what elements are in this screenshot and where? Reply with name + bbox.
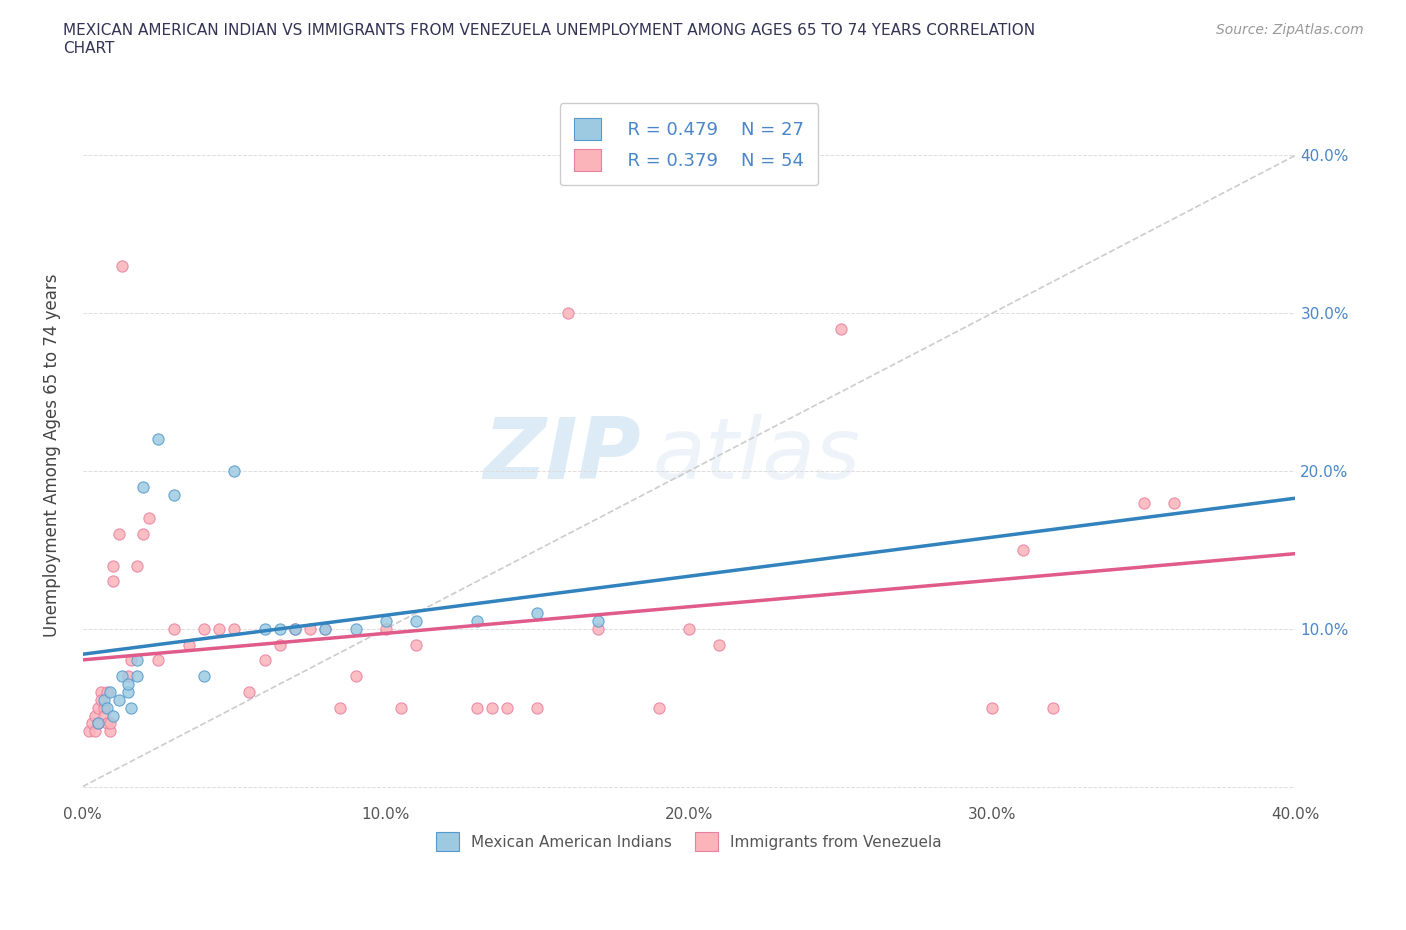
- Point: [284, 621, 307, 636]
- Point: [162, 487, 184, 502]
- Text: Source: ZipAtlas.com: Source: ZipAtlas.com: [1216, 23, 1364, 37]
- Point: [253, 653, 276, 668]
- Point: [117, 669, 139, 684]
- Point: [405, 614, 427, 629]
- Point: [344, 669, 367, 684]
- Point: [120, 653, 142, 668]
- Point: [127, 558, 149, 573]
- Point: [374, 614, 396, 629]
- Point: [177, 637, 200, 652]
- Point: [80, 716, 103, 731]
- Point: [111, 259, 134, 273]
- Point: [314, 621, 336, 636]
- Point: [83, 724, 105, 738]
- Point: [526, 700, 548, 715]
- Point: [127, 669, 149, 684]
- Point: [465, 700, 488, 715]
- Point: [830, 322, 852, 337]
- Point: [1163, 495, 1185, 510]
- Text: ZIP: ZIP: [482, 414, 641, 497]
- Point: [224, 621, 246, 636]
- Point: [193, 669, 215, 684]
- Point: [648, 700, 671, 715]
- Legend: Mexican American Indians, Immigrants from Venezuela: Mexican American Indians, Immigrants fro…: [430, 827, 948, 857]
- Point: [1011, 542, 1033, 557]
- Point: [269, 621, 291, 636]
- Point: [90, 692, 112, 707]
- Point: [101, 708, 124, 723]
- Point: [208, 621, 231, 636]
- Point: [496, 700, 519, 715]
- Text: MEXICAN AMERICAN INDIAN VS IMMIGRANTS FROM VENEZUELA UNEMPLOYMENT AMONG AGES 65 : MEXICAN AMERICAN INDIAN VS IMMIGRANTS FR…: [63, 23, 1035, 56]
- Point: [127, 653, 149, 668]
- Point: [678, 621, 700, 636]
- Point: [132, 479, 155, 494]
- Point: [253, 621, 276, 636]
- Point: [586, 614, 609, 629]
- Point: [101, 574, 124, 589]
- Point: [117, 684, 139, 699]
- Point: [96, 684, 118, 699]
- Point: [314, 621, 336, 636]
- Point: [193, 621, 215, 636]
- Point: [90, 684, 112, 699]
- Point: [465, 614, 488, 629]
- Point: [120, 700, 142, 715]
- Point: [344, 621, 367, 636]
- Point: [108, 526, 131, 541]
- Point: [87, 716, 110, 731]
- Point: [93, 692, 115, 707]
- Point: [98, 724, 121, 738]
- Point: [83, 708, 105, 723]
- Point: [117, 677, 139, 692]
- Point: [709, 637, 731, 652]
- Point: [101, 558, 124, 573]
- Point: [96, 716, 118, 731]
- Point: [162, 621, 184, 636]
- Point: [981, 700, 1004, 715]
- Point: [224, 463, 246, 478]
- Y-axis label: Unemployment Among Ages 65 to 74 years: Unemployment Among Ages 65 to 74 years: [44, 273, 60, 637]
- Point: [93, 700, 115, 715]
- Point: [526, 605, 548, 620]
- Point: [98, 684, 121, 699]
- Point: [138, 511, 160, 525]
- Point: [77, 724, 100, 738]
- Point: [405, 637, 427, 652]
- Point: [87, 700, 110, 715]
- Point: [93, 708, 115, 723]
- Point: [96, 700, 118, 715]
- Point: [557, 306, 579, 321]
- Point: [389, 700, 412, 715]
- Point: [481, 700, 503, 715]
- Point: [329, 700, 352, 715]
- Text: atlas: atlas: [652, 414, 860, 497]
- Point: [87, 716, 110, 731]
- Point: [374, 621, 396, 636]
- Point: [111, 669, 134, 684]
- Point: [269, 637, 291, 652]
- Point: [1042, 700, 1064, 715]
- Point: [148, 653, 170, 668]
- Point: [284, 621, 307, 636]
- Point: [108, 692, 131, 707]
- Point: [1133, 495, 1156, 510]
- Point: [299, 621, 322, 636]
- Point: [98, 716, 121, 731]
- Point: [148, 432, 170, 446]
- Point: [586, 621, 609, 636]
- Point: [238, 684, 260, 699]
- Point: [132, 526, 155, 541]
